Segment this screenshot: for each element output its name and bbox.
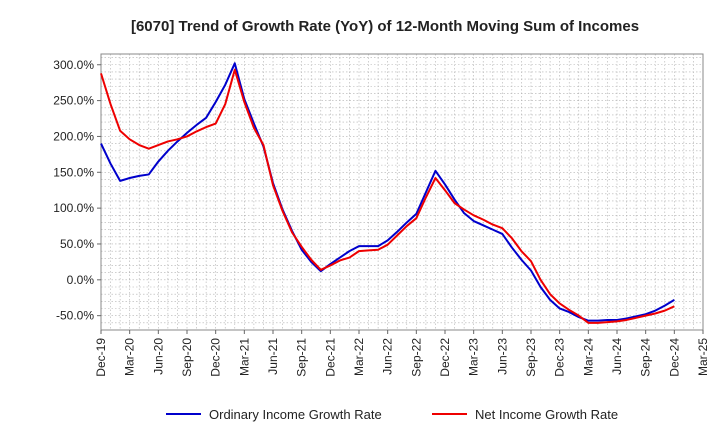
x-tick-label: Sep-21 <box>295 338 309 377</box>
y-tick-label: 250.0% <box>53 94 94 108</box>
y-tick-label: -50.0% <box>56 309 94 323</box>
legend-label-ordinary-income: Ordinary Income Growth Rate <box>209 407 382 422</box>
x-tick-label: Mar-20 <box>123 338 137 376</box>
x-tick-label: Dec-21 <box>323 338 337 377</box>
y-tick-label: 150.0% <box>53 165 94 179</box>
x-tick-label: Sep-24 <box>639 338 653 377</box>
y-tick-label: 50.0% <box>60 237 94 251</box>
grid <box>101 54 703 331</box>
y-tick-label: 100.0% <box>53 201 94 215</box>
legend-label-net-income: Net Income Growth Rate <box>475 407 618 422</box>
series-line-net-income <box>100 68 675 324</box>
y-tick-label: 300.0% <box>53 58 94 72</box>
x-tick-label: Jun-24 <box>610 338 624 375</box>
chart-title: [6070] Trend of Growth Rate (YoY) of 12-… <box>131 18 639 35</box>
x-tick-label: Sep-22 <box>409 338 423 377</box>
x-tick-label: Jun-23 <box>495 338 509 375</box>
x-tick-label: Dec-20 <box>209 338 223 377</box>
x-tick-label: Mar-24 <box>581 338 595 376</box>
x-tick-label: Dec-23 <box>553 338 567 377</box>
x-tick-label: Jun-21 <box>266 338 280 375</box>
x-tick-label: Mar-22 <box>352 338 366 376</box>
y-tick-label: 200.0% <box>53 129 94 143</box>
series-line-ordinary-income <box>100 62 675 322</box>
x-tick-label: Dec-22 <box>438 338 452 377</box>
plot-area <box>100 53 704 331</box>
x-axis: Dec-19 Mar-20 Jun-20 Sep-20 Dec-20 Mar-21 Jun-… <box>94 330 710 377</box>
legend: Ordinary Income Growth Rate Net Income G… <box>166 407 618 422</box>
x-tick-label: Jun-22 <box>381 338 395 375</box>
x-tick-label: Sep-20 <box>180 338 194 377</box>
x-tick-label: Dec-24 <box>667 338 681 377</box>
x-tick-label: Mar-21 <box>237 338 251 376</box>
x-tick-label: Jun-20 <box>151 338 165 375</box>
y-axis: 300.0% 250.0% 200.0% 150.0% 100.0% 50.0% 0.0% -… <box>53 58 101 323</box>
x-tick-label: Mar-23 <box>467 338 481 376</box>
x-tick-label: Sep-23 <box>524 338 538 377</box>
x-tick-label: Dec-19 <box>94 338 108 377</box>
x-tick-label: Mar-25 <box>696 338 710 376</box>
series-lines <box>100 62 675 324</box>
y-tick-label: 0.0% <box>67 273 95 287</box>
